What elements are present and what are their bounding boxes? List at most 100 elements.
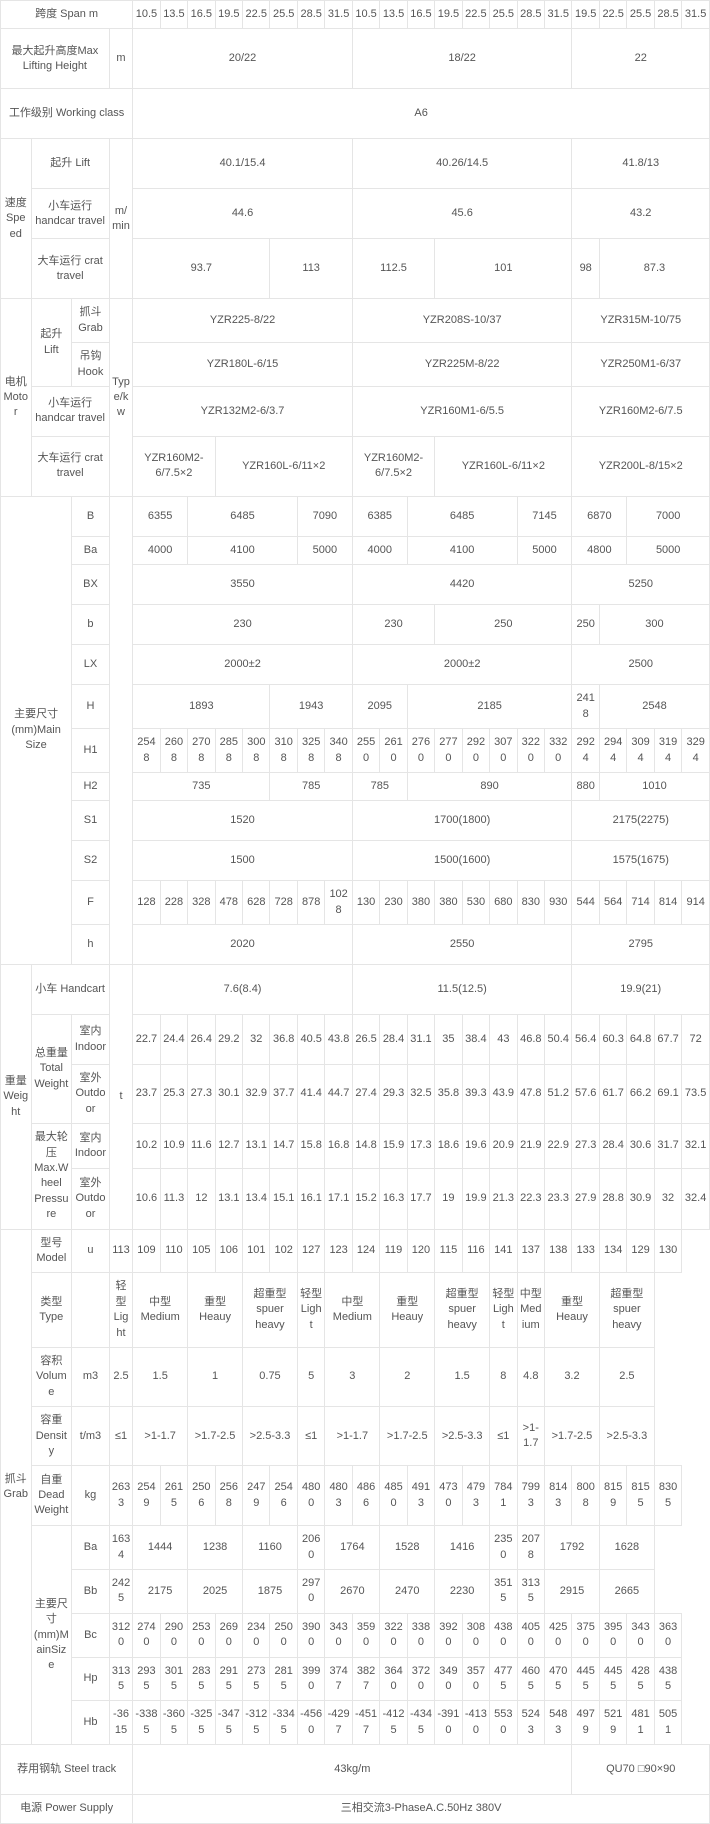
cell: 2815 bbox=[270, 1657, 297, 1701]
cell: 2665 bbox=[599, 1570, 654, 1614]
cell: 19.5 bbox=[215, 1, 242, 29]
cell: 5051 bbox=[654, 1701, 681, 1745]
cell: 3747 bbox=[325, 1657, 352, 1701]
cell: 2500 bbox=[270, 1613, 297, 1657]
cell: 2835 bbox=[188, 1657, 215, 1701]
grab-label: 抓斗Grab bbox=[1, 1229, 32, 1745]
cell: 2185 bbox=[407, 685, 572, 729]
cell: 3008 bbox=[243, 729, 270, 773]
cell: 66.2 bbox=[627, 1065, 654, 1124]
cell: 主要尺寸(mm)MainSize bbox=[31, 1526, 72, 1745]
cell: 130 bbox=[654, 1229, 681, 1273]
cell: 重型Heauy bbox=[380, 1273, 435, 1348]
spec-table: 跨度 Span m10.513.516.519.522.525.528.531.… bbox=[0, 0, 710, 1824]
cell: 16.8 bbox=[325, 1124, 352, 1169]
cell: 22.7 bbox=[133, 1015, 160, 1065]
unit: kg bbox=[72, 1466, 110, 1526]
cell: YZR315M-10/75 bbox=[572, 299, 710, 343]
cell: 16.5 bbox=[188, 1, 215, 29]
cell: 12 bbox=[188, 1169, 215, 1230]
cell: >2.5-3.3 bbox=[243, 1407, 298, 1466]
unit: t/m3 bbox=[72, 1407, 110, 1466]
cell: 67.7 bbox=[654, 1015, 681, 1065]
cell: 124 bbox=[352, 1229, 379, 1273]
cell: 28.5 bbox=[654, 1, 681, 29]
cell: 2915 bbox=[545, 1570, 600, 1614]
cell: A6 bbox=[133, 89, 710, 139]
cell: 133 bbox=[572, 1229, 599, 1273]
track-label: 荐用钢轨 Steel track bbox=[1, 1745, 133, 1795]
cell: 5483 bbox=[545, 1701, 572, 1745]
cell: 2175 bbox=[133, 1570, 188, 1614]
cell: 127 bbox=[297, 1229, 324, 1273]
cell: 2708 bbox=[188, 729, 215, 773]
cell: 22.9 bbox=[545, 1124, 572, 1169]
cell: >2.5-3.3 bbox=[599, 1407, 654, 1466]
cell: ≤1 bbox=[297, 1407, 324, 1466]
cell: 0.75 bbox=[243, 1347, 298, 1406]
cell: 4811 bbox=[627, 1701, 654, 1745]
cell: 1.5 bbox=[133, 1347, 188, 1406]
cell: 3120 bbox=[109, 1613, 132, 1657]
cell: 3570 bbox=[462, 1657, 489, 1701]
cell: 2858 bbox=[215, 729, 242, 773]
cell: 35 bbox=[435, 1015, 462, 1065]
cell: 544 bbox=[572, 881, 599, 925]
cell: 530 bbox=[462, 881, 489, 925]
cell: 3720 bbox=[407, 1657, 434, 1701]
span-label: 跨度 Span m bbox=[1, 1, 133, 29]
cell: 2915 bbox=[215, 1657, 242, 1701]
cell: 3220 bbox=[380, 1613, 407, 1657]
cell: 2760 bbox=[407, 729, 434, 773]
cell: 4730 bbox=[435, 1466, 462, 1526]
cell: 3430 bbox=[325, 1613, 352, 1657]
cell: 2506 bbox=[188, 1466, 215, 1526]
cell: 30.1 bbox=[215, 1065, 242, 1124]
cell: 19 bbox=[435, 1169, 462, 1230]
cell: b bbox=[72, 605, 110, 645]
cell: 7993 bbox=[517, 1466, 544, 1526]
cell: 2230 bbox=[435, 1570, 490, 1614]
cell: -3345 bbox=[270, 1701, 297, 1745]
cell: 115 bbox=[435, 1229, 462, 1273]
cell: 31.5 bbox=[682, 1, 710, 29]
cell: 28.5 bbox=[297, 1, 324, 29]
cell: 27.4 bbox=[352, 1065, 379, 1124]
cell: 60.3 bbox=[599, 1015, 626, 1065]
cell: 25.5 bbox=[627, 1, 654, 29]
cell: 2735 bbox=[243, 1657, 270, 1701]
cell: 1160 bbox=[243, 1526, 298, 1570]
cell: 2633 bbox=[109, 1466, 132, 1526]
cell: 914 bbox=[682, 881, 710, 925]
cell: 2944 bbox=[599, 729, 626, 773]
cell: -4517 bbox=[352, 1701, 379, 1745]
cell: 2.5 bbox=[599, 1347, 654, 1406]
cell: 7145 bbox=[517, 496, 572, 536]
cell: 129 bbox=[627, 1229, 654, 1273]
cell: 29.3 bbox=[380, 1065, 407, 1124]
cell: 2615 bbox=[160, 1466, 187, 1526]
power-label: 电源 Power Supply bbox=[1, 1795, 133, 1823]
cell: 2670 bbox=[325, 1570, 380, 1614]
main-size-label: 主要尺寸(mm)Main Size bbox=[1, 496, 72, 964]
cell: YZR225M-8/22 bbox=[352, 343, 572, 387]
cell: 29.2 bbox=[215, 1015, 242, 1065]
cell: LX bbox=[72, 645, 110, 685]
cell: 250 bbox=[572, 605, 599, 645]
cell: 3750 bbox=[572, 1613, 599, 1657]
cell: 3630 bbox=[654, 1613, 681, 1657]
lift-height-label: 最大起升高度Max Lifting Height bbox=[1, 29, 110, 89]
cell: 37.7 bbox=[270, 1065, 297, 1124]
cell: 43.9 bbox=[490, 1065, 517, 1124]
cell: 2548 bbox=[133, 729, 160, 773]
cell: 小车 Handcart bbox=[31, 965, 109, 1015]
cell: 31.7 bbox=[654, 1124, 681, 1169]
cell: 11.5(12.5) bbox=[352, 965, 572, 1015]
cell: 628 bbox=[243, 881, 270, 925]
cell: YZR250M1-6/37 bbox=[572, 343, 710, 387]
cell: 15.2 bbox=[352, 1169, 379, 1230]
cell: 785 bbox=[352, 772, 407, 800]
cell: 吊钩Hook bbox=[72, 343, 110, 387]
cell: 2690 bbox=[215, 1613, 242, 1657]
cell: 6485 bbox=[188, 496, 298, 536]
